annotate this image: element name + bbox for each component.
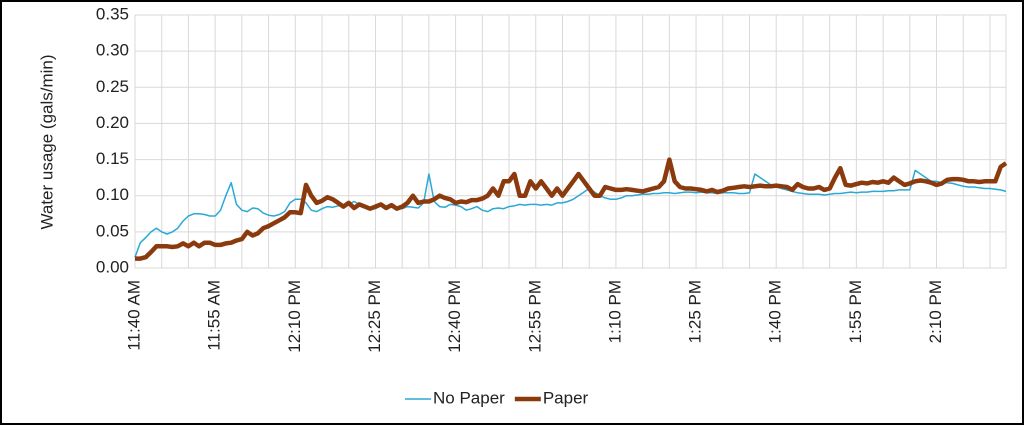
y-tick-label: 0.00 xyxy=(96,257,129,276)
x-tick-label: 1:40 PM xyxy=(766,280,785,343)
x-tick-label: 11:40 AM xyxy=(124,280,143,351)
y-tick-label: 0.35 xyxy=(96,4,129,23)
y-tick-label: 0.15 xyxy=(96,149,129,168)
x-tick-label: 12:25 PM xyxy=(365,280,384,353)
y-tick-label: 0.30 xyxy=(96,41,129,60)
plot-border xyxy=(134,14,1007,269)
x-tick-label: 12:40 PM xyxy=(445,280,464,353)
x-tick-label: 2:10 PM xyxy=(926,280,945,343)
x-tick-label: 1:10 PM xyxy=(605,280,624,343)
x-tick-label: 1:55 PM xyxy=(846,280,865,343)
line-series xyxy=(135,157,1008,261)
x-tick-label: 11:55 AM xyxy=(205,280,224,351)
legend-label: No Paper xyxy=(433,388,505,407)
legend-label: Paper xyxy=(543,388,589,407)
y-tick-label: 0.05 xyxy=(96,221,129,240)
line-series xyxy=(134,169,1007,258)
y-tick-label: 0.20 xyxy=(96,113,129,132)
y-tick-label: 0.25 xyxy=(96,77,129,96)
y-tick-label: 0.10 xyxy=(96,185,129,204)
x-tick-label: 12:10 PM xyxy=(285,280,304,353)
y-axis-label: Water usage (gals/min) xyxy=(37,54,56,229)
x-tick-label: 1:25 PM xyxy=(686,280,705,343)
x-tick-label: 12:55 PM xyxy=(525,280,544,353)
